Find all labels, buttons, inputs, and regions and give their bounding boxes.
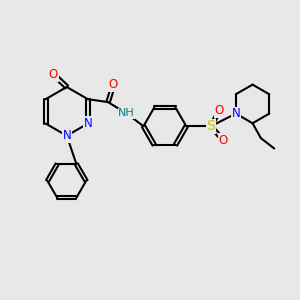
Text: O: O <box>214 104 224 117</box>
Text: N: N <box>83 117 92 130</box>
Text: O: O <box>219 134 228 147</box>
Text: N: N <box>62 129 71 142</box>
Text: O: O <box>49 68 58 81</box>
Text: NH: NH <box>118 108 135 118</box>
Text: O: O <box>109 78 118 92</box>
Text: S: S <box>207 119 215 133</box>
Text: N: N <box>231 107 240 120</box>
